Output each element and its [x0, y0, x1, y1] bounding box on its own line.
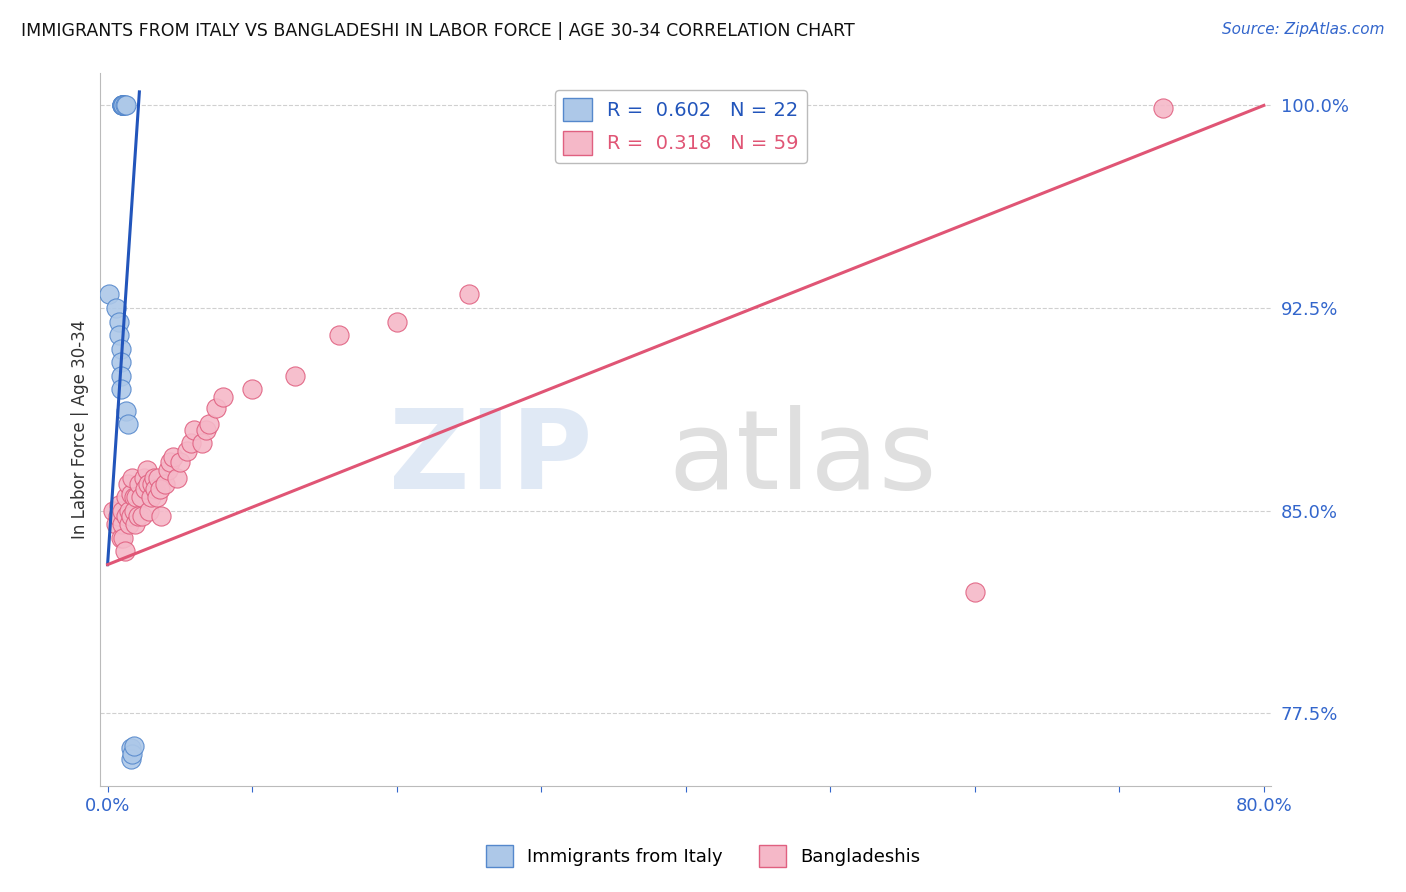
- Point: [107, 508, 129, 523]
- Point: [112, 531, 135, 545]
- Point: [284, 368, 307, 383]
- Legend: Immigrants from Italy, Bangladeshis: Immigrants from Italy, Bangladeshis: [478, 838, 928, 874]
- Point: [1152, 101, 1174, 115]
- Point: [240, 382, 263, 396]
- Point: [121, 747, 143, 761]
- Point: [105, 301, 128, 315]
- Point: [132, 471, 155, 485]
- Point: [205, 401, 228, 415]
- Point: [385, 314, 408, 328]
- Text: ZIP: ZIP: [388, 405, 592, 512]
- Point: [111, 517, 134, 532]
- Point: [128, 476, 150, 491]
- Point: [120, 508, 142, 523]
- Point: [125, 490, 148, 504]
- Point: [111, 98, 134, 112]
- Point: [143, 482, 166, 496]
- Point: [110, 382, 132, 396]
- Point: [117, 476, 139, 491]
- Point: [131, 508, 153, 523]
- Point: [120, 741, 142, 756]
- Point: [115, 98, 138, 112]
- Point: [115, 403, 138, 417]
- Point: [108, 328, 131, 343]
- Point: [108, 314, 131, 328]
- Point: [142, 471, 165, 485]
- Point: [180, 436, 202, 450]
- Point: [157, 463, 180, 477]
- Point: [114, 98, 136, 112]
- Point: [115, 508, 138, 523]
- Point: [127, 508, 149, 523]
- Point: [112, 98, 135, 112]
- Point: [159, 455, 181, 469]
- Point: [136, 476, 159, 491]
- Point: [122, 503, 145, 517]
- Point: [963, 584, 986, 599]
- Point: [110, 355, 132, 369]
- Point: [122, 739, 145, 753]
- Point: [124, 517, 146, 532]
- Point: [110, 342, 132, 356]
- Point: [103, 503, 125, 517]
- Point: [162, 450, 184, 464]
- Point: [176, 444, 198, 458]
- Point: [115, 490, 138, 504]
- Point: [135, 463, 157, 477]
- Point: [458, 287, 481, 301]
- Point: [108, 498, 131, 512]
- Point: [120, 752, 142, 766]
- Point: [212, 390, 235, 404]
- Point: [134, 482, 156, 496]
- Point: [166, 471, 188, 485]
- Point: [150, 508, 173, 523]
- Point: [111, 98, 134, 112]
- Point: [110, 531, 132, 545]
- Text: IMMIGRANTS FROM ITALY VS BANGLADESHI IN LABOR FORCE | AGE 30-34 CORRELATION CHAR: IMMIGRANTS FROM ITALY VS BANGLADESHI IN …: [21, 22, 855, 40]
- Point: [197, 417, 219, 432]
- Y-axis label: In Labor Force | Age 30-34: In Labor Force | Age 30-34: [72, 320, 89, 539]
- Point: [190, 436, 212, 450]
- Point: [169, 455, 191, 469]
- Point: [110, 368, 132, 383]
- Point: [111, 98, 134, 112]
- Point: [328, 328, 350, 343]
- Point: [121, 471, 143, 485]
- Point: [114, 544, 136, 558]
- Point: [145, 490, 167, 504]
- Point: [120, 487, 142, 501]
- Point: [155, 476, 177, 491]
- Point: [194, 423, 217, 437]
- Point: [111, 503, 134, 517]
- Point: [118, 517, 141, 532]
- Point: [117, 417, 139, 432]
- Point: [112, 98, 135, 112]
- Point: [139, 490, 162, 504]
- Point: [149, 482, 172, 496]
- Text: atlas: atlas: [668, 405, 936, 512]
- Point: [122, 490, 145, 504]
- Point: [98, 287, 121, 301]
- Point: [105, 517, 128, 532]
- Point: [183, 423, 205, 437]
- Text: Source: ZipAtlas.com: Source: ZipAtlas.com: [1222, 22, 1385, 37]
- Point: [118, 503, 141, 517]
- Point: [146, 471, 169, 485]
- Point: [138, 503, 160, 517]
- Point: [111, 98, 134, 112]
- Point: [141, 476, 163, 491]
- Legend: R =  0.602   N = 22, R =  0.318   N = 59: R = 0.602 N = 22, R = 0.318 N = 59: [555, 90, 807, 162]
- Point: [129, 490, 152, 504]
